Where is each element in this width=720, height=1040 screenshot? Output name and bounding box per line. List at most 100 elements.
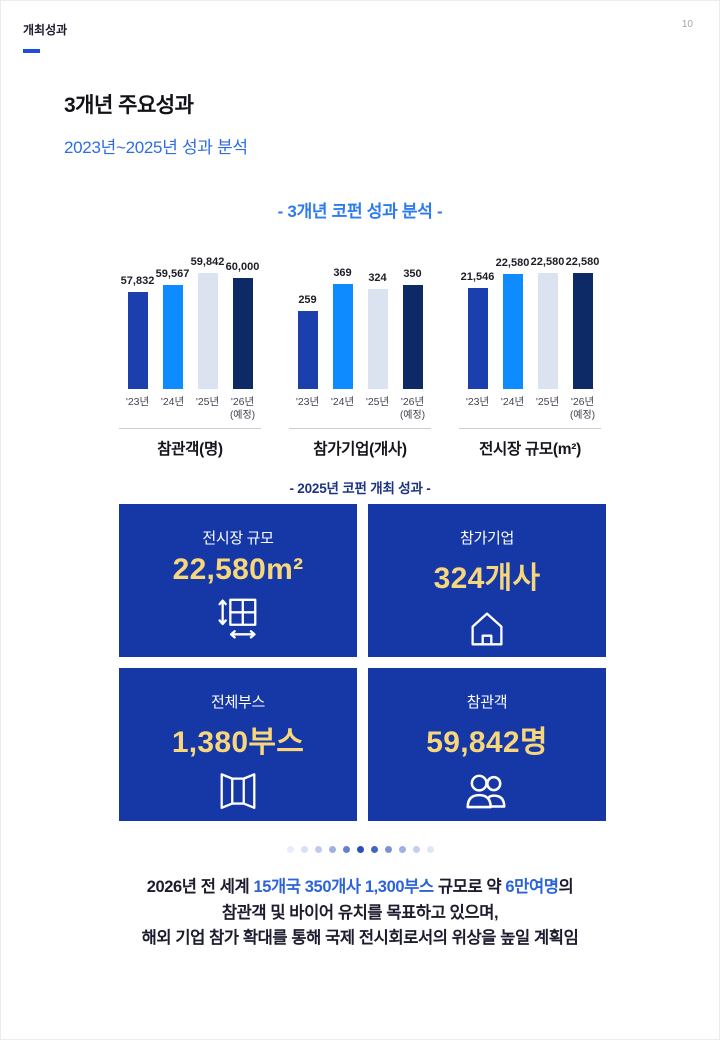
card-icon-wrap	[215, 594, 261, 644]
footer-highlight-text: 15개국 350개사 1,300부스	[253, 878, 434, 896]
bar-category-year: '26년	[230, 396, 255, 408]
bar-category-label: '26년 (예정)	[570, 396, 595, 426]
pagination-dot	[426, 846, 434, 853]
bar-value-label: 57,832	[120, 275, 155, 287]
bar-stack: 324	[367, 256, 388, 389]
bar-chart-1: 57,832 '23년 59,567 '24년 59,842 '25년 60,000 '26년…	[105, 256, 275, 459]
bar-stack: 22,580	[565, 256, 600, 389]
card-value: 1,380부스	[171, 726, 305, 759]
results-cards: 전시장 규모 22,580m² 참가기업 324개사 전체부스 1,380부스 참관객…	[119, 504, 606, 821]
bar-value-label: 369	[333, 267, 352, 279]
bar-column: 369 '24년	[325, 256, 360, 426]
bar-stack: 21,546	[460, 256, 495, 389]
pagination-dot	[398, 846, 406, 853]
bar-stack: 259	[297, 256, 318, 389]
pagination-dot	[412, 846, 420, 853]
bar-value-label: 59,567	[155, 268, 190, 280]
bar-chart-3: 21,546 '23년 22,580 '24년 22,580 '25년 22,580 '26년…	[445, 256, 615, 459]
pagination-dots	[1, 846, 719, 853]
chart-bars: 259 '23년 369 '24년 324 '25년 350 '26년 (예정)	[290, 256, 430, 426]
bar-category-label: '25년	[366, 396, 389, 426]
bar	[332, 284, 353, 389]
chart-divider	[119, 428, 261, 429]
bar-column: 324 '25년	[360, 256, 395, 426]
footer-line-3: 해외 기업 참가 확대를 통해 국제 전시회로서의 위상을 높일 계획임	[141, 929, 579, 947]
footer-line-2: 참관객 및 바이어 유치를 목표하고 있으며,	[221, 903, 499, 922]
result-card: 전체부스 1,380부스	[119, 668, 357, 821]
card-icon-wrap	[215, 768, 261, 818]
chart-title: 참관객(명)	[157, 441, 223, 458]
charts-section-heading: - 3개년 코펀 성과 분석 -	[277, 202, 443, 221]
bar-column: 59,842 '25년	[190, 256, 225, 426]
card-label: 참가기업	[459, 530, 514, 547]
chart-title: 전시장 규모(m²)	[479, 441, 581, 458]
bar-value-label: 21,546	[460, 271, 495, 283]
bar	[402, 285, 423, 389]
charts-row: 57,832 '23년 59,567 '24년 59,842 '25년 60,000 '26년…	[1, 256, 719, 459]
card-icon-wrap	[462, 768, 512, 818]
section-label: 개최성과	[23, 23, 68, 37]
result-card: 참관객 59,842명	[368, 668, 606, 821]
card-value: 22,580m²	[172, 553, 304, 586]
bar	[197, 273, 218, 389]
page-subtitle: 2023년~2025년 성과 분석	[64, 138, 248, 157]
bar-category-label: '25년	[196, 396, 219, 426]
bar-stack: 60,000	[226, 256, 259, 389]
chart-bars: 57,832 '23년 59,567 '24년 59,842 '25년 60,000 '26년…	[120, 256, 260, 426]
bar-category-label: '23년	[126, 396, 149, 426]
card-label: 참관객	[466, 694, 508, 711]
bar-stack: 22,580	[530, 256, 565, 389]
booth-icon	[220, 773, 256, 810]
footer-highlight-text: 6만여명	[505, 878, 559, 896]
bar-value-label: 22,580	[495, 257, 530, 269]
bar-column: 57,832 '23년	[120, 256, 155, 426]
chart-divider	[289, 428, 431, 429]
bar-category-year: '24년	[160, 396, 185, 408]
bar-stack: 350	[402, 256, 423, 389]
card-value: 324개사	[433, 562, 541, 595]
bar	[467, 288, 488, 389]
bar	[367, 289, 388, 389]
bar-category-year: '24년	[330, 396, 355, 408]
bar-stack: 59,567	[155, 256, 190, 389]
bar-category-label: '24년	[161, 396, 184, 426]
bar-category-label: '23년	[466, 396, 489, 426]
bar-category-year: '23년	[465, 396, 490, 408]
bar-category-year: '24년	[500, 396, 525, 408]
bar	[162, 285, 183, 389]
people-icon	[466, 774, 506, 809]
pagination-dot	[328, 846, 336, 853]
bar-category-year: '25년	[365, 396, 390, 408]
bar-category-label: '26년 (예정)	[230, 396, 255, 426]
bar-category-year: '23년	[125, 396, 150, 408]
bar-column: 60,000 '26년 (예정)	[225, 256, 260, 426]
bar-column: 21,546 '23년	[460, 256, 495, 426]
chart-divider	[459, 428, 601, 429]
pagination-dot	[314, 846, 322, 853]
bar-stack: 57,832	[120, 256, 155, 389]
card-label: 전시장 규모	[202, 530, 274, 547]
bar-value-label: 22,580	[565, 256, 600, 268]
bar-category-year: '25년	[195, 396, 220, 408]
bar-column: 350 '26년 (예정)	[395, 256, 430, 426]
bar-category-note: (예정)	[399, 410, 426, 421]
bar-column: 22,580 '24년	[495, 256, 530, 426]
pagination-dot	[370, 846, 378, 853]
floor-plan-icon	[218, 598, 257, 639]
bar-column: 22,580 '25년	[530, 256, 565, 426]
card-label: 전체부스	[210, 694, 265, 711]
bar-value-label: 350	[403, 268, 422, 280]
bar-stack: 369	[332, 256, 353, 389]
bar-value-label: 22,580	[530, 256, 565, 268]
bar-column: 22,580 '26년 (예정)	[565, 256, 600, 426]
bar-category-year: '26년	[400, 396, 425, 408]
bar-category-note: (예정)	[229, 410, 256, 421]
footer-text: 규모로 약	[433, 878, 506, 896]
page-title: 3개년 주요성과	[64, 94, 194, 117]
bar-stack: 22,580	[495, 256, 530, 389]
pagination-dot	[342, 846, 350, 853]
bar	[297, 311, 318, 389]
bar-category-year: '26년	[570, 396, 595, 408]
bar-category-label: '23년	[296, 396, 319, 426]
bar-category-note: (예정)	[569, 410, 596, 421]
